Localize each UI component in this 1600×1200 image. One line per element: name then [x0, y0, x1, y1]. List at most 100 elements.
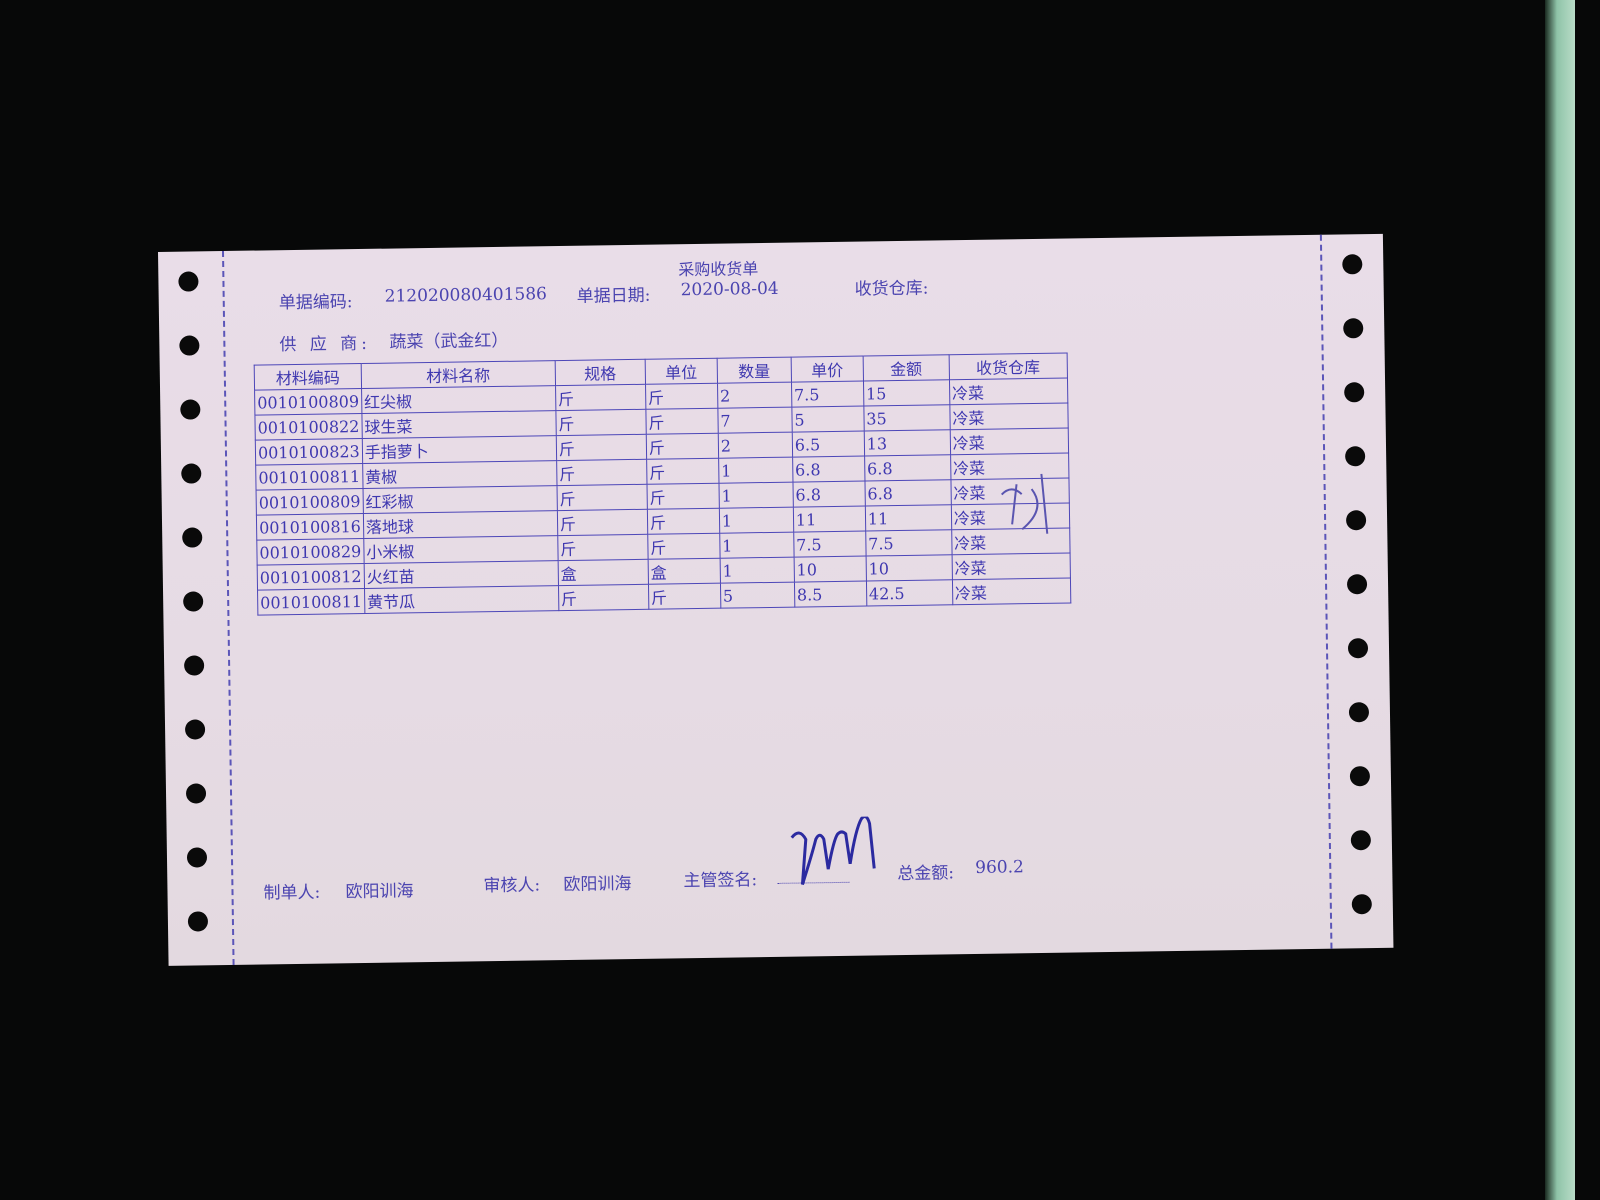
reviewer: 欧阳训海 — [563, 874, 632, 896]
table-cell: 盒 — [647, 558, 721, 585]
table-cell: 35 — [863, 404, 951, 432]
supplier: 蔬菜（武金红） — [389, 330, 509, 353]
table-cell: 6.5 — [792, 431, 865, 458]
table-cell: 7.5 — [865, 529, 952, 557]
table-cell: 冷菜 — [950, 428, 1069, 455]
table-cell: 冷菜 — [949, 403, 1069, 430]
table-cell: 2 — [717, 382, 792, 409]
table-cell: 5 — [720, 582, 795, 609]
table-cell: 0010100809 — [254, 388, 362, 416]
table-cell: 斤 — [556, 459, 647, 486]
table-cell: 红尖椒 — [361, 385, 556, 414]
table-cell: 火红苗 — [363, 560, 559, 589]
table-cell: 0010100829 — [256, 538, 364, 566]
table-cell: 7.5 — [791, 381, 864, 408]
table-cell: 11 — [793, 506, 866, 533]
table-cell: 1 — [718, 482, 794, 509]
table-cell: 1 — [719, 532, 794, 559]
table-cell: 斤 — [556, 434, 647, 461]
reviewer-label: 审核人: — [483, 875, 541, 897]
table-cell: 盒 — [557, 559, 649, 586]
document-title: 采购收货单 — [678, 259, 759, 280]
table-cell: 0010100823 — [255, 438, 363, 466]
right-feed-holes — [1342, 254, 1374, 958]
table-cell: 0010100812 — [257, 563, 365, 591]
background-edge — [1545, 0, 1575, 1200]
table-cell: 5 — [791, 406, 865, 433]
table-cell: 小米椒 — [363, 535, 558, 564]
table-cell: 11 — [865, 504, 952, 532]
table-cell: 13 — [864, 429, 951, 457]
table-cell: 斤 — [646, 483, 720, 510]
table-cell: 6.8 — [792, 456, 865, 483]
table-cell: 斤 — [647, 508, 720, 535]
table-cell: 手指萝卜 — [362, 435, 557, 464]
left-perforation — [221, 251, 235, 965]
receipt-paper: 采购收货单 单据编码: 212020080401586 单据日期: 2020-0… — [158, 233, 1394, 966]
column-header: 单价 — [790, 356, 864, 383]
column-header: 金额 — [862, 354, 950, 382]
items-table: 材料编码 材料名称 规格 单位 数量 单价 金额 收货仓库 0010100809 红尖椒斤斤 2 7… — [254, 353, 1071, 616]
table-cell: 斤 — [647, 533, 720, 560]
supervisor-label: 主管签名: — [683, 870, 758, 892]
supplier-label: 供 应 商: — [279, 333, 372, 356]
table-cell: 0010100816 — [256, 513, 364, 541]
maker: 欧阳训海 — [345, 881, 414, 903]
table-cell: 42.5 — [866, 579, 953, 607]
table-cell: 黄节瓜 — [364, 585, 559, 614]
table-cell: 8.5 — [794, 581, 867, 608]
table-cell: 10 — [865, 554, 953, 582]
total-label: 总金额: — [897, 863, 955, 885]
handwritten-mark — [1000, 473, 1049, 534]
table-cell: 落地球 — [363, 510, 558, 539]
table-cell: 0010100811 — [257, 588, 365, 616]
table-cell: 2 — [718, 432, 793, 459]
table-cell: 1 — [719, 557, 795, 584]
table-cell: 0010100811 — [255, 463, 363, 491]
table-cell: 6.8 — [792, 481, 866, 508]
table-cell: 冷菜 — [951, 553, 1071, 580]
column-header: 收货仓库 — [948, 353, 1068, 380]
warehouse-label: 收货仓库: — [854, 278, 929, 300]
column-header: 单位 — [644, 358, 718, 385]
table-cell: 0010100822 — [254, 413, 363, 441]
right-perforation — [1319, 234, 1333, 949]
table-cell: 斤 — [648, 583, 721, 610]
table-cell: 斤 — [557, 509, 648, 536]
table-cell: 10 — [793, 556, 867, 583]
total-amount: 960.2 — [975, 857, 1025, 878]
doc-date: 2020-08-04 — [680, 278, 779, 301]
table-cell: 15 — [863, 379, 950, 407]
doc-date-label: 单据日期: — [576, 285, 651, 307]
column-header: 规格 — [554, 359, 646, 386]
column-header: 材料名称 — [360, 360, 556, 389]
table-cell: 斤 — [556, 484, 648, 511]
table-cell: 斤 — [646, 458, 719, 485]
table-cell: 6.8 — [864, 454, 951, 482]
table-cell: 斤 — [645, 408, 719, 435]
table-cell: 1 — [719, 507, 794, 534]
table-cell: 6.8 — [864, 479, 952, 507]
maker-label: 制单人: — [263, 882, 321, 904]
table-cell: 冷菜 — [949, 378, 1068, 405]
doc-no: 212020080401586 — [384, 284, 548, 307]
table-cell: 红彩椒 — [362, 485, 558, 514]
column-header: 数量 — [716, 357, 792, 384]
supervisor-signature — [790, 815, 876, 885]
table-cell: 0010100809 — [256, 488, 364, 516]
left-feed-holes — [178, 271, 210, 975]
table-cell: 7 — [717, 407, 793, 434]
table-cell: 冷菜 — [952, 578, 1071, 605]
column-header: 材料编码 — [254, 363, 362, 391]
table-cell: 1 — [718, 457, 793, 484]
doc-no-label: 单据编码: — [278, 292, 353, 314]
table-cell: 球生菜 — [361, 410, 557, 439]
table-cell: 斤 — [558, 584, 649, 611]
table-cell: 7.5 — [793, 531, 866, 558]
table-cell: 黄椒 — [362, 460, 557, 489]
table-cell: 斤 — [555, 409, 647, 436]
table-cell: 斤 — [645, 383, 718, 410]
table-cell: 斤 — [646, 433, 719, 460]
table-cell: 斤 — [557, 534, 648, 561]
table-cell: 斤 — [555, 384, 646, 411]
